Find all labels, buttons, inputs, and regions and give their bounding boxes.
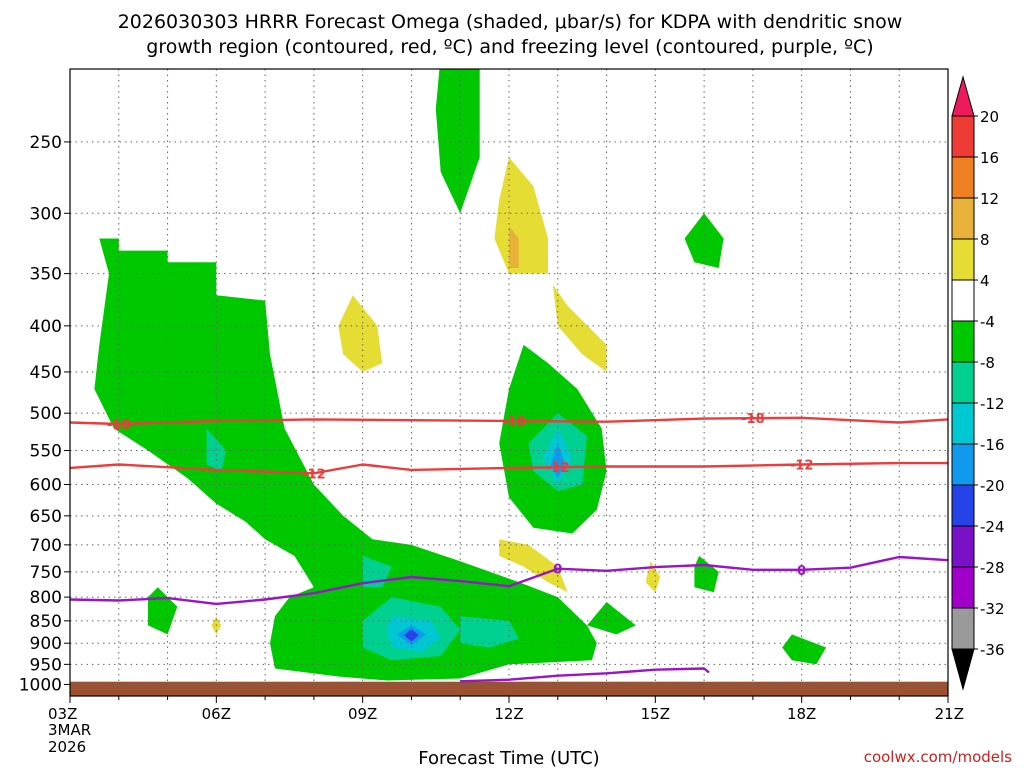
colorbar-label-8: -16 <box>980 436 1005 454</box>
y-tick-label-750: 750 <box>30 563 62 583</box>
y-tick-label-900: 900 <box>30 634 62 654</box>
contour-line-3 <box>460 667 710 683</box>
x-tick-label-09Z: 09Z <box>348 705 377 723</box>
colorbar-label-6: -8 <box>980 354 995 372</box>
y-tick-label-800: 800 <box>30 588 62 608</box>
omega-region-9 <box>460 616 519 648</box>
omega-region-22 <box>499 539 568 593</box>
y-tick-label-950: 950 <box>30 655 62 675</box>
omega-region-4 <box>694 555 719 593</box>
contour-label-0-0: -18 <box>107 418 131 433</box>
colorbar-top-arrow <box>951 75 975 117</box>
y-tick-label-250: 250 <box>30 133 62 153</box>
colorbar-label-11: -28 <box>980 559 1005 577</box>
omega-region-6 <box>148 587 178 635</box>
y-tick-label-850: 850 <box>30 612 62 632</box>
colorbar-label-3: 8 <box>980 231 990 249</box>
y-tick-label-500: 500 <box>30 404 62 424</box>
colorbar-box-2 <box>951 156 975 199</box>
colorbar-label-10: -24 <box>980 518 1005 536</box>
colorbar-box-11 <box>951 525 975 568</box>
contour-lines: -18 -18 -18 -12 -12 -12 0 0 <box>70 412 948 683</box>
omega-region-5 <box>587 602 636 635</box>
colorbar-label-13: -36 <box>980 641 1005 659</box>
x-axis: 03Z 06Z 09Z 12Z 15Z 18Z 21Z <box>48 696 964 723</box>
omega-region-20 <box>552 284 607 372</box>
y-tick-label-350: 350 <box>30 265 62 285</box>
x-tick-label-21Z: 21Z <box>935 705 964 723</box>
omega-region-17 <box>404 629 419 642</box>
colorbar-box-9 <box>951 443 975 486</box>
y-tick-label-550: 550 <box>30 441 62 461</box>
colorbar-box-8 <box>951 402 975 445</box>
omega-region-1 <box>435 69 480 214</box>
grid-lines <box>70 69 948 696</box>
contour-label-1-0: -12 <box>302 467 326 482</box>
y-tick-label-1000: 1000 <box>19 675 62 695</box>
omega-region-0 <box>94 238 597 681</box>
chart-title-line2: growth region (contoured, red, ºC) and f… <box>146 36 873 58</box>
colorbar-label-1: 16 <box>980 149 999 167</box>
omega-region-21 <box>338 295 383 372</box>
x-date-line1: 3MAR <box>48 721 91 739</box>
watermark: coolwx.com/models <box>864 748 1012 766</box>
colorbar-box-6 <box>951 320 975 363</box>
colorbar-box-3 <box>951 197 975 240</box>
omega-region-18 <box>494 157 548 274</box>
contour-line-0 <box>70 416 948 426</box>
colorbar-label-5: -4 <box>980 313 995 331</box>
y-tick-label-400: 400 <box>30 317 62 337</box>
y-tick-label-300: 300 <box>30 204 62 224</box>
omega-region-19 <box>509 226 519 268</box>
colorbar-label-0: 20 <box>980 108 999 126</box>
y-tick-label-600: 600 <box>30 476 62 496</box>
terrain-fill <box>70 681 948 696</box>
colorbar-box-13 <box>951 607 975 650</box>
y-tick-label-700: 700 <box>30 536 62 556</box>
chart-title-line1: 2026030303 HRRR Forecast Omega (shaded, … <box>118 11 903 33</box>
x-tick-label-06Z: 06Z <box>202 705 231 723</box>
colorbar-label-4: 4 <box>980 272 990 290</box>
contour-line-1 <box>70 461 948 475</box>
x-axis-label: Forecast Time (UTC) <box>418 748 599 768</box>
colorbar-box-7 <box>951 361 975 404</box>
contour-label-1-1: -12 <box>546 461 570 476</box>
contour-label-1-2: -12 <box>790 458 814 473</box>
colorbar-box-10 <box>951 484 975 527</box>
contour-label-0-1: -18 <box>502 415 526 430</box>
omega-shading-layer <box>94 69 827 681</box>
plot-area: -18 -18 -18 -12 -12 -12 0 0 <box>70 69 948 696</box>
y-tick-label-650: 650 <box>30 507 62 527</box>
x-tick-label-12Z: 12Z <box>494 705 523 723</box>
contour-label-2-1: 0 <box>797 564 806 579</box>
x-tick-label-03Z: 03Z <box>48 705 77 723</box>
x-date-line2: 2026 <box>48 738 86 756</box>
x-tick-label-15Z: 15Z <box>641 705 670 723</box>
colorbar-label-7: -12 <box>980 395 1005 413</box>
colorbar-box-1 <box>951 115 975 158</box>
colorbar: 20 16 12 8 4 -4 -8 -12 -16 -20 -24 -28 -32 -36 <box>951 75 1005 691</box>
omega-region-7 <box>782 634 827 665</box>
contour-label-2-0: 0 <box>553 563 562 578</box>
colorbar-bottom-arrow <box>951 648 975 691</box>
omega-region-23 <box>645 561 661 593</box>
colorbar-label-9: -20 <box>980 477 1005 495</box>
x-tick-label-18Z: 18Z <box>787 705 816 723</box>
contour-label-0-2: -18 <box>741 412 765 427</box>
y-tick-label-450: 450 <box>30 363 62 383</box>
colorbar-label-2: 12 <box>980 190 999 208</box>
colorbar-label-12: -32 <box>980 600 1005 618</box>
y-axis: 2503003504004505005506006507007508008509… <box>19 133 70 695</box>
colorbar-box-12 <box>951 566 975 609</box>
colorbar-box-5 <box>951 279 975 322</box>
colorbar-box-4 <box>951 238 975 281</box>
contour-line-2 <box>70 555 948 606</box>
